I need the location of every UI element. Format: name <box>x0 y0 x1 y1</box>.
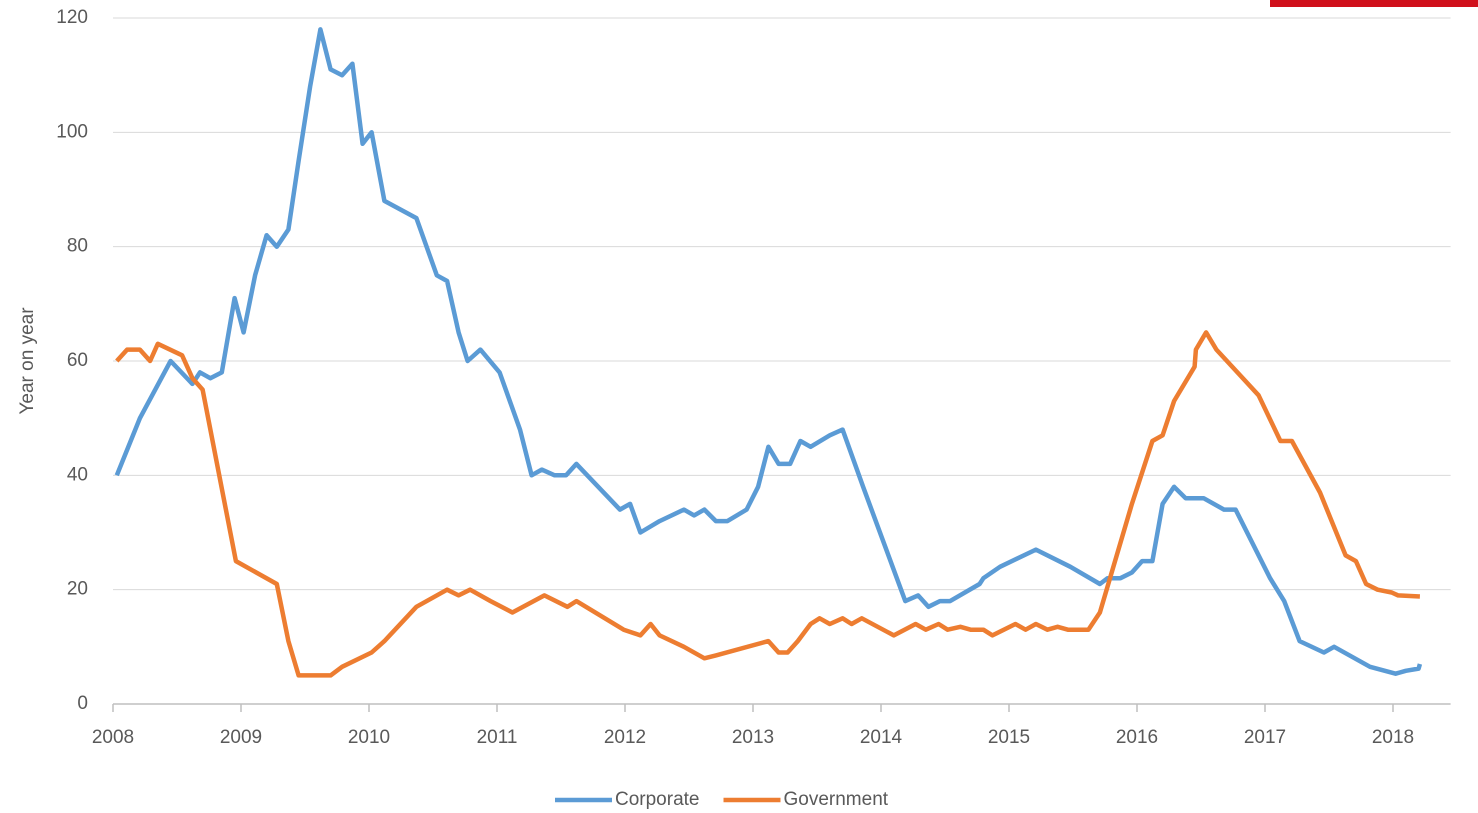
x-tick-label: 2010 <box>348 727 390 748</box>
legend-label: Government <box>784 789 889 810</box>
x-tick-label: 2016 <box>1116 727 1158 748</box>
corner-banner <box>1270 0 1478 7</box>
y-axis-label: Year on year <box>17 307 38 415</box>
x-tick-label: 2013 <box>732 727 774 748</box>
y-tick-label: 60 <box>67 350 88 371</box>
y-tick-label: 120 <box>56 7 88 28</box>
series-line <box>115 330 1421 678</box>
x-tick-label: 2017 <box>1244 727 1286 748</box>
x-tick-label: 2012 <box>604 727 646 748</box>
y-tick-label: 20 <box>67 579 88 600</box>
series-line <box>114 27 1423 676</box>
x-tick-label: 2011 <box>477 727 518 748</box>
y-tick-label: 80 <box>67 236 88 257</box>
x-tick-label: 2009 <box>220 727 262 748</box>
y-tick-label: 0 <box>77 693 88 714</box>
y-tick-label: 40 <box>67 464 88 485</box>
legend-label: Corporate <box>615 789 700 810</box>
y-tick-label: 100 <box>56 121 88 142</box>
x-tick-label: 2015 <box>988 727 1030 748</box>
x-tick-label: 2008 <box>92 727 134 748</box>
x-tick-label: 2018 <box>1372 727 1414 748</box>
x-tick-label: 2014 <box>860 727 903 748</box>
